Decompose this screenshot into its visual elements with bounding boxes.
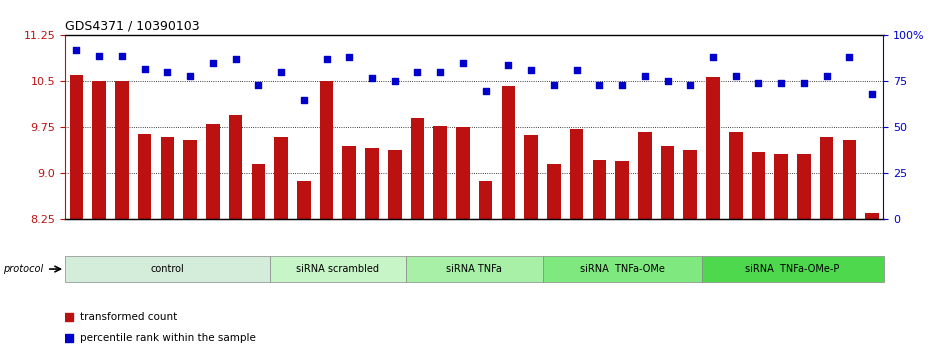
FancyBboxPatch shape <box>65 256 270 282</box>
Point <box>637 73 652 79</box>
Bar <box>92 81 106 354</box>
Text: siRNA  TNFa-OMe: siRNA TNFa-OMe <box>579 264 665 274</box>
Bar <box>660 146 674 354</box>
Bar <box>320 81 333 354</box>
Bar <box>843 140 857 354</box>
Bar <box>592 160 606 354</box>
Bar <box>501 86 515 354</box>
Bar <box>161 137 174 354</box>
Bar <box>297 181 311 354</box>
Bar <box>820 137 833 354</box>
Point <box>842 55 857 60</box>
Point <box>774 80 789 86</box>
Point <box>206 60 220 66</box>
Point <box>819 73 834 79</box>
Bar <box>706 76 720 354</box>
Point <box>251 82 266 88</box>
Point <box>114 53 129 58</box>
Point <box>865 91 880 97</box>
Bar <box>138 133 152 354</box>
Bar <box>797 154 811 354</box>
FancyBboxPatch shape <box>270 256 406 282</box>
Point <box>478 88 493 93</box>
Point <box>387 79 402 84</box>
Bar <box>183 140 197 354</box>
Text: transformed count: transformed count <box>80 312 177 322</box>
Bar <box>342 146 356 354</box>
Text: percentile rank within the sample: percentile rank within the sample <box>80 333 256 343</box>
Point <box>319 57 334 62</box>
Text: siRNA TNFa: siRNA TNFa <box>446 264 502 274</box>
Point <box>706 55 721 60</box>
Point <box>342 55 357 60</box>
Bar <box>433 126 447 354</box>
Point <box>504 246 519 251</box>
Bar <box>775 154 788 354</box>
Point <box>524 68 538 73</box>
Bar <box>251 164 265 354</box>
Point <box>297 97 312 103</box>
Bar <box>865 213 879 354</box>
Point <box>160 69 175 75</box>
Point <box>796 80 811 86</box>
Point <box>591 82 606 88</box>
Bar <box>456 127 470 354</box>
Bar <box>274 137 288 354</box>
Text: siRNA  TNFa-OMe-P: siRNA TNFa-OMe-P <box>745 264 840 274</box>
Bar <box>751 152 765 354</box>
Bar <box>388 150 402 354</box>
FancyBboxPatch shape <box>701 256 884 282</box>
Point <box>501 62 516 68</box>
Bar <box>479 181 493 354</box>
Bar <box>684 150 698 354</box>
Bar <box>229 115 243 354</box>
Bar <box>411 118 424 354</box>
Point <box>365 75 379 81</box>
FancyBboxPatch shape <box>542 256 701 282</box>
Text: siRNA scrambled: siRNA scrambled <box>297 264 379 274</box>
Bar <box>570 129 583 354</box>
Point <box>432 69 447 75</box>
Point <box>410 69 425 75</box>
Bar <box>616 161 629 354</box>
Point <box>456 60 471 66</box>
Point <box>728 73 743 79</box>
Bar <box>365 148 379 354</box>
Point <box>547 82 562 88</box>
Point <box>69 47 84 53</box>
Point <box>138 66 153 72</box>
Bar <box>547 164 561 354</box>
Point <box>751 80 766 86</box>
Point <box>504 52 519 58</box>
Point <box>228 57 243 62</box>
Text: protocol: protocol <box>4 264 44 274</box>
Point <box>683 82 698 88</box>
Bar <box>206 124 219 354</box>
Point <box>569 68 584 73</box>
Bar <box>638 132 652 354</box>
Text: control: control <box>151 264 184 274</box>
FancyBboxPatch shape <box>406 256 542 282</box>
Text: GDS4371 / 10390103: GDS4371 / 10390103 <box>65 20 200 33</box>
Point <box>92 53 107 58</box>
Bar <box>115 81 128 354</box>
Bar <box>525 136 538 354</box>
Bar <box>70 75 84 354</box>
Bar <box>729 132 742 354</box>
Point <box>182 73 197 79</box>
Point <box>273 69 288 75</box>
Point <box>660 79 675 84</box>
Point <box>615 82 630 88</box>
